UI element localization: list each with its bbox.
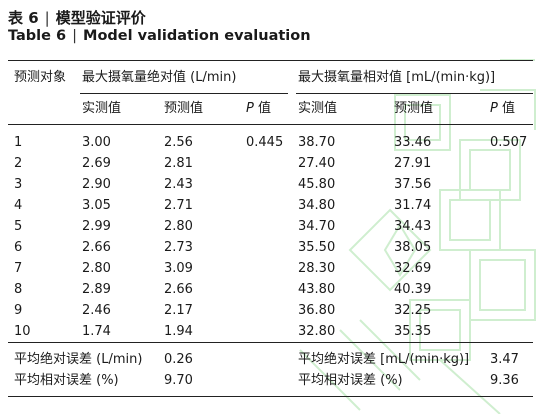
row-id: 9 (14, 303, 23, 318)
abs-predicted-cell: 2.17 (164, 303, 193, 318)
title-separator-en: | (72, 28, 78, 44)
rel-mae-value: 3.47 (490, 352, 519, 367)
title-separator-cn: | (44, 9, 50, 27)
bottom-rule (8, 396, 533, 397)
abs-mae-label: 平均绝对误差 (L/min) (14, 352, 143, 367)
p-suffix: 值 (501, 101, 515, 116)
rel-predicted-cell: 34.43 (394, 219, 432, 234)
rel-predicted-cell: 35.35 (394, 324, 432, 339)
table-caption-en: Model validation evaluation (83, 28, 311, 44)
abs-group-underline (80, 93, 288, 94)
row-id: 1 (14, 135, 23, 150)
rel-predicted-cell: 38.05 (394, 240, 432, 255)
table-title-en: Table 6 | Model validation evaluation (8, 28, 311, 44)
header-abs-p: P 值 (246, 101, 271, 117)
rel-measured-cell: 35.50 (298, 240, 336, 255)
rel-predicted-cell: 27.91 (394, 156, 432, 171)
row-id: 4 (14, 198, 23, 213)
abs-measured-cell: 3.00 (82, 135, 111, 150)
rel-predicted-cell: 40.39 (394, 282, 432, 297)
rel-measured-cell: 43.80 (298, 282, 336, 297)
abs-predicted-cell: 2.43 (164, 177, 193, 192)
header-rel-p: P 值 (490, 101, 515, 117)
rel-measured-cell: 32.80 (298, 324, 336, 339)
rel-predicted-cell: 31.74 (394, 198, 432, 213)
rel-predicted-cell: 37.56 (394, 177, 432, 192)
rel-mae-label: 平均绝对误差 [mL/(min·kg)] (298, 352, 470, 367)
abs-measured-cell: 2.46 (82, 303, 111, 318)
abs-predicted-cell: 3.09 (164, 261, 193, 276)
row-id: 2 (14, 156, 23, 171)
rel-p-value: 0.507 (490, 135, 528, 150)
rel-measured-cell: 36.80 (298, 303, 336, 318)
rel-predicted-cell: 32.69 (394, 261, 432, 276)
row-id: 6 (14, 240, 23, 255)
p-suffix: 值 (257, 101, 271, 116)
abs-measured-cell: 2.99 (82, 219, 111, 234)
abs-predicted-cell: 2.71 (164, 198, 193, 213)
abs-predicted-cell: 2.73 (164, 240, 193, 255)
p-letter: P (246, 101, 254, 116)
rel-predicted-cell: 32.25 (394, 303, 432, 318)
abs-measured-cell: 3.05 (82, 198, 111, 213)
abs-predicted-cell: 1.94 (164, 324, 193, 339)
rel-group-underline (296, 93, 533, 94)
summary-rule (8, 342, 533, 343)
abs-measured-cell: 2.66 (82, 240, 111, 255)
rel-measured-cell: 27.40 (298, 156, 336, 171)
abs-measured-cell: 2.69 (82, 156, 111, 171)
rel-mre-label: 平均相对误差 (%) (298, 373, 403, 388)
table-label-cn: 表 6 (8, 9, 39, 27)
header-abs-group: 最大摄氧量绝对值 (L/min) (82, 70, 237, 85)
table-caption-cn: 模型验证评价 (55, 9, 146, 27)
header-object: 预测对象 (14, 70, 67, 85)
table-label-en: Table 6 (8, 28, 67, 44)
abs-measured-cell: 2.89 (82, 282, 111, 297)
row-id: 3 (14, 177, 23, 192)
abs-measured-cell: 2.90 (82, 177, 111, 192)
top-rule (8, 60, 533, 61)
rel-measured-cell: 28.30 (298, 261, 336, 276)
row-id: 5 (14, 219, 23, 234)
abs-mre-label: 平均相对误差 (%) (14, 373, 119, 388)
row-id: 10 (14, 324, 31, 339)
p-letter: P (490, 101, 498, 116)
header-abs-measured: 实测值 (82, 101, 122, 116)
abs-p-value: 0.445 (246, 135, 284, 150)
rel-predicted-cell: 33.46 (394, 135, 432, 150)
rel-measured-cell: 38.70 (298, 135, 336, 150)
rel-measured-cell: 45.80 (298, 177, 336, 192)
abs-predicted-cell: 2.80 (164, 219, 193, 234)
header-rel-group: 最大摄氧量相对值 [mL/(min·kg)] (298, 70, 496, 85)
header-bottom-rule (8, 124, 533, 125)
rel-mre-value: 9.36 (490, 373, 519, 388)
abs-predicted-cell: 2.66 (164, 282, 193, 297)
header-rel-measured: 实测值 (298, 101, 338, 116)
row-id: 7 (14, 261, 23, 276)
abs-predicted-cell: 2.81 (164, 156, 193, 171)
rel-measured-cell: 34.80 (298, 198, 336, 213)
abs-measured-cell: 2.80 (82, 261, 111, 276)
header-abs-predicted: 预测值 (164, 101, 204, 116)
abs-predicted-cell: 2.56 (164, 135, 193, 150)
row-id: 8 (14, 282, 23, 297)
rel-measured-cell: 34.70 (298, 219, 336, 234)
abs-mre-value: 9.70 (164, 373, 193, 388)
table-title-cn: 表 6 | 模型验证评价 (8, 7, 146, 28)
header-rel-predicted: 预测值 (394, 101, 434, 116)
abs-measured-cell: 1.74 (82, 324, 111, 339)
abs-mae-value: 0.26 (164, 352, 193, 367)
